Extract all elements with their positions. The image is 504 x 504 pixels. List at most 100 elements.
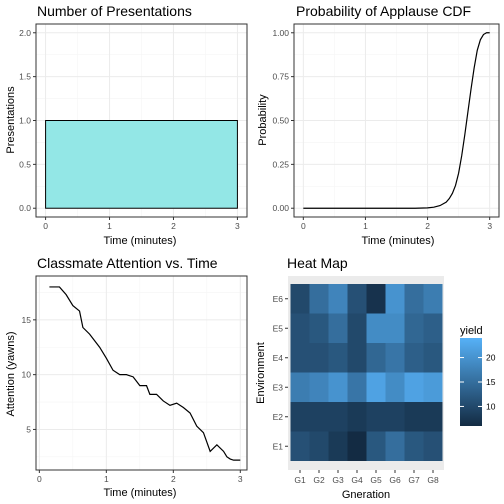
heatmap-cell <box>347 431 367 461</box>
plot-area <box>36 24 247 217</box>
heatmap-cell <box>366 313 386 343</box>
x-tick-label: G2 <box>313 475 325 485</box>
heatmap-cell <box>328 431 348 461</box>
heatmap-cell <box>290 284 310 314</box>
heatmap-cell <box>309 343 329 373</box>
x-tick-label: 0 <box>301 221 306 231</box>
x-tick-label: G6 <box>389 475 401 485</box>
chart-title: Heat Map <box>287 255 348 271</box>
x-tick-label: 1 <box>107 221 112 231</box>
heatmap-cell <box>290 372 310 402</box>
heatmap-cell <box>309 313 329 343</box>
plot-area <box>294 24 499 217</box>
series-line <box>303 32 490 209</box>
heatmap-cell <box>347 343 367 373</box>
heatmap-cell <box>404 343 424 373</box>
heat-map-chart: Heat Map Gneration Environment yield G1 G… <box>255 255 496 501</box>
panel-border <box>35 23 248 218</box>
heatmap-cell <box>423 343 443 373</box>
heatmap-cell <box>366 431 386 461</box>
y-tick-label: 15 <box>22 315 32 325</box>
heatmap-cell <box>347 284 367 314</box>
x-tick-label: 0 <box>43 221 48 231</box>
x-tick-label: 3 <box>487 221 492 231</box>
heatmap-cell <box>423 402 443 432</box>
x-tick-label: 2 <box>425 221 430 231</box>
heatmap-cell <box>309 431 329 461</box>
x-tick-label: 3 <box>238 474 243 484</box>
x-axis-title: Time (minutes) <box>362 235 435 247</box>
heatmap-cell <box>404 372 424 402</box>
heatmap-cell <box>309 402 329 432</box>
y-tick-label: 2.0 <box>19 28 31 38</box>
heatmap-cell <box>290 313 310 343</box>
y-tick-label: E3 <box>273 382 284 392</box>
x-tick-label: 1 <box>104 474 109 484</box>
y-tick-label: E1 <box>273 441 284 451</box>
heatmap-cell <box>328 372 348 402</box>
legend-label: 10 <box>486 401 496 411</box>
x-tick-label: 0 <box>37 474 42 484</box>
heatmap-cell <box>404 284 424 314</box>
chart-title: Probability of Applause CDF <box>296 3 471 19</box>
heatmap-cell <box>385 431 405 461</box>
plot-area <box>36 276 247 470</box>
y-axis-title: Environment <box>255 342 267 404</box>
y-tick-label: 0.75 <box>272 72 289 82</box>
heatmap-cell <box>385 372 405 402</box>
legend-label: 20 <box>486 353 496 363</box>
y-axis-title: Presentations <box>5 86 17 154</box>
y-tick-label: 5 <box>26 424 31 434</box>
heatmap-cell <box>423 284 443 314</box>
y-axis-title: Probability <box>257 94 269 146</box>
legend-title: yield <box>460 325 483 337</box>
y-tick-label: E6 <box>273 294 284 304</box>
applause-cdf-chart: Probability of Applause CDF Time (minute… <box>257 3 500 247</box>
heatmap-cell <box>290 431 310 461</box>
heatmap-cell <box>290 343 310 373</box>
y-tick-label: 0.50 <box>272 116 289 126</box>
heatmap-cell <box>423 372 443 402</box>
legend-label: 15 <box>486 377 496 387</box>
x-tick-label: G1 <box>294 475 306 485</box>
chart-title: Classmate Attention vs. Time <box>37 255 218 271</box>
x-axis-title: Time (minutes) <box>104 235 177 247</box>
y-tick-label: 0.0 <box>19 203 31 213</box>
heatmap-cell <box>347 372 367 402</box>
attention-chart: Classmate Attention vs. Time Time (minut… <box>5 255 248 499</box>
heatmap-cell <box>366 372 386 402</box>
bar <box>45 120 238 209</box>
y-tick-label: E2 <box>273 412 284 422</box>
x-tick-label: G7 <box>408 475 420 485</box>
presentations-chart: Number of Presentations Time (minutes) P… <box>5 3 248 247</box>
x-axis-title: Time (minutes) <box>104 487 177 499</box>
x-tick-label: G3 <box>332 475 344 485</box>
heatmap-cell <box>328 343 348 373</box>
y-tick-label: 1.5 <box>19 72 31 82</box>
x-tick-label: 2 <box>171 474 176 484</box>
x-axis-title: Gneration <box>342 489 390 501</box>
heatmap-cell <box>328 313 348 343</box>
heatmap-cell <box>290 402 310 432</box>
heatmap-cell <box>366 402 386 432</box>
panel-background <box>36 276 247 470</box>
heatmap-cell <box>404 402 424 432</box>
series-line <box>49 286 241 461</box>
x-tick-label: G8 <box>427 475 439 485</box>
x-tick-label: 1 <box>363 221 368 231</box>
heatmap-cell <box>347 313 367 343</box>
x-tick-label: 3 <box>235 221 240 231</box>
heatmap-cell <box>347 402 367 432</box>
chart-title: Number of Presentations <box>37 3 192 19</box>
panel-border <box>293 23 500 218</box>
heatmap-cell <box>404 313 424 343</box>
y-tick-label: 10 <box>22 370 32 380</box>
x-tick-label: 2 <box>171 221 176 231</box>
heatmap-cell <box>385 313 405 343</box>
heatmap-cell <box>385 343 405 373</box>
heatmap-cell <box>404 431 424 461</box>
y-tick-label: E5 <box>273 323 284 333</box>
y-tick-label: E4 <box>273 353 284 363</box>
x-tick-label: G4 <box>351 475 363 485</box>
y-tick-label: 0.5 <box>19 159 31 169</box>
